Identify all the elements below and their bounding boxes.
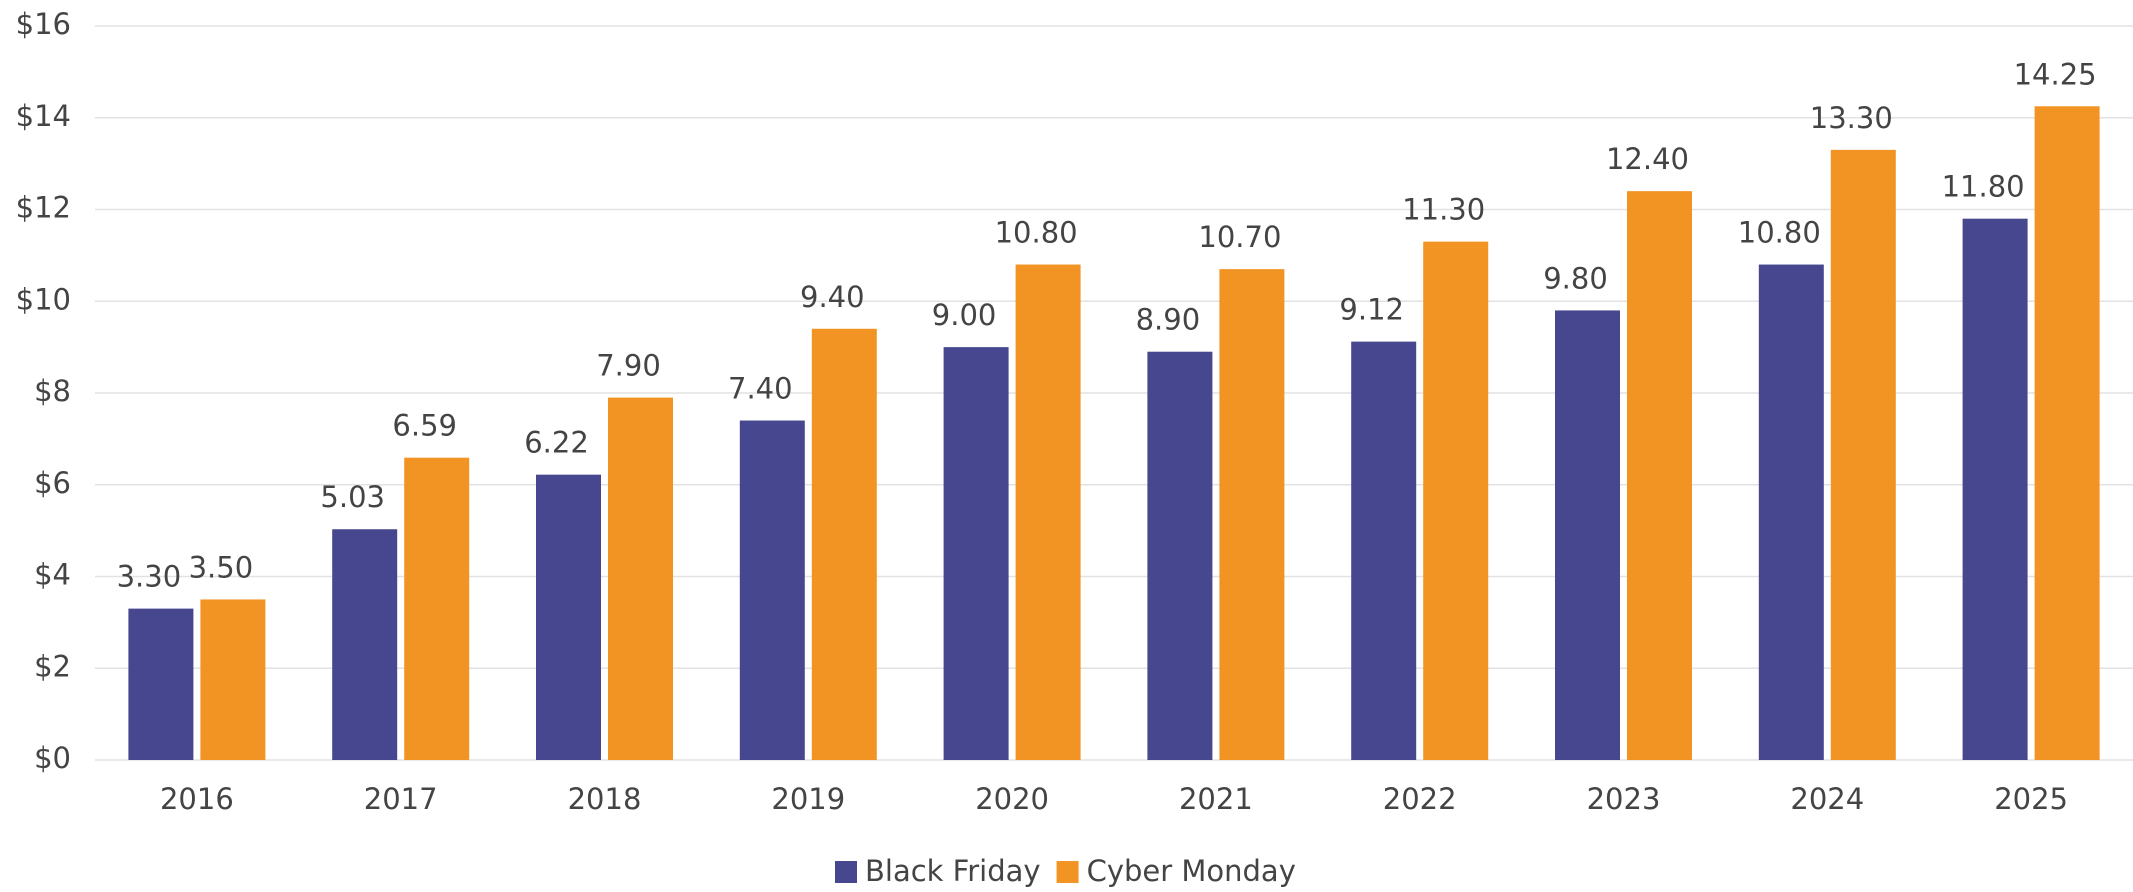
bar: [608, 397, 673, 760]
y-tick-label: $0: [34, 741, 71, 775]
value-label: 10.80: [995, 216, 1078, 250]
bar: [1351, 341, 1417, 760]
bar: [200, 599, 266, 760]
x-tick-label: 2022: [1383, 782, 1457, 816]
value-label: 5.03: [320, 480, 385, 514]
bar: [128, 608, 194, 760]
y-tick-label: $16: [16, 7, 71, 41]
x-tick-label: 2018: [568, 782, 642, 816]
value-label: 3.30: [117, 560, 182, 594]
bar: [1627, 191, 1692, 760]
bar: [1219, 269, 1285, 760]
x-tick-label: 2019: [771, 782, 845, 816]
y-tick-label: $10: [16, 282, 71, 316]
y-tick-label: $14: [16, 99, 71, 133]
bar: [1830, 149, 1896, 761]
bar: [1962, 218, 2028, 761]
value-label: 7.40: [728, 372, 793, 406]
legend-label: Cyber Monday: [1087, 854, 1296, 888]
y-tick-label: $8: [34, 374, 71, 408]
value-label: 9.40: [800, 280, 865, 314]
value-label: 6.22: [524, 426, 589, 460]
x-tick-label: 2024: [1790, 782, 1864, 816]
legend-swatch: [835, 861, 857, 883]
x-tick-label: 2020: [975, 782, 1049, 816]
bar: [811, 328, 877, 760]
value-label: 10.70: [1198, 220, 1281, 254]
value-label: 8.90: [1136, 303, 1201, 337]
bar: [1758, 264, 1824, 760]
value-label: 3.50: [189, 550, 254, 584]
y-tick-label: $4: [34, 558, 71, 592]
value-label: 6.59: [392, 409, 457, 443]
bar: [404, 457, 470, 760]
y-tick-label: $2: [34, 649, 71, 683]
bar: [1423, 241, 1489, 761]
x-tick-label: 2023: [1587, 782, 1661, 816]
x-tick-label: 2016: [160, 782, 234, 816]
y-tick-label: $12: [16, 191, 71, 225]
value-label: 11.30: [1402, 193, 1485, 227]
value-label: 10.80: [1738, 216, 1821, 250]
bar: [943, 347, 1009, 760]
value-label: 9.80: [1543, 261, 1608, 295]
y-tick-label: $6: [34, 466, 71, 500]
bar: [1147, 351, 1213, 760]
x-tick-label: 2025: [1994, 782, 2068, 816]
x-tick-label: 2021: [1179, 782, 1253, 816]
bar: [2034, 106, 2100, 760]
value-label: 7.90: [596, 349, 661, 383]
legend-swatch: [1056, 861, 1079, 883]
legend-label: Black Friday: [865, 854, 1041, 888]
bar: [739, 420, 805, 760]
value-label: 9.00: [932, 298, 997, 332]
x-tick-label: 2017: [364, 782, 438, 816]
bar: [536, 474, 601, 760]
bar: [1555, 310, 1620, 760]
value-label: 9.12: [1339, 293, 1404, 327]
bar: [332, 529, 398, 760]
value-label: 11.80: [1942, 170, 2025, 204]
value-label: 13.30: [1810, 101, 1893, 135]
bar: [1015, 264, 1081, 760]
value-label: 14.25: [2014, 57, 2097, 91]
value-label: 12.40: [1606, 142, 1689, 176]
